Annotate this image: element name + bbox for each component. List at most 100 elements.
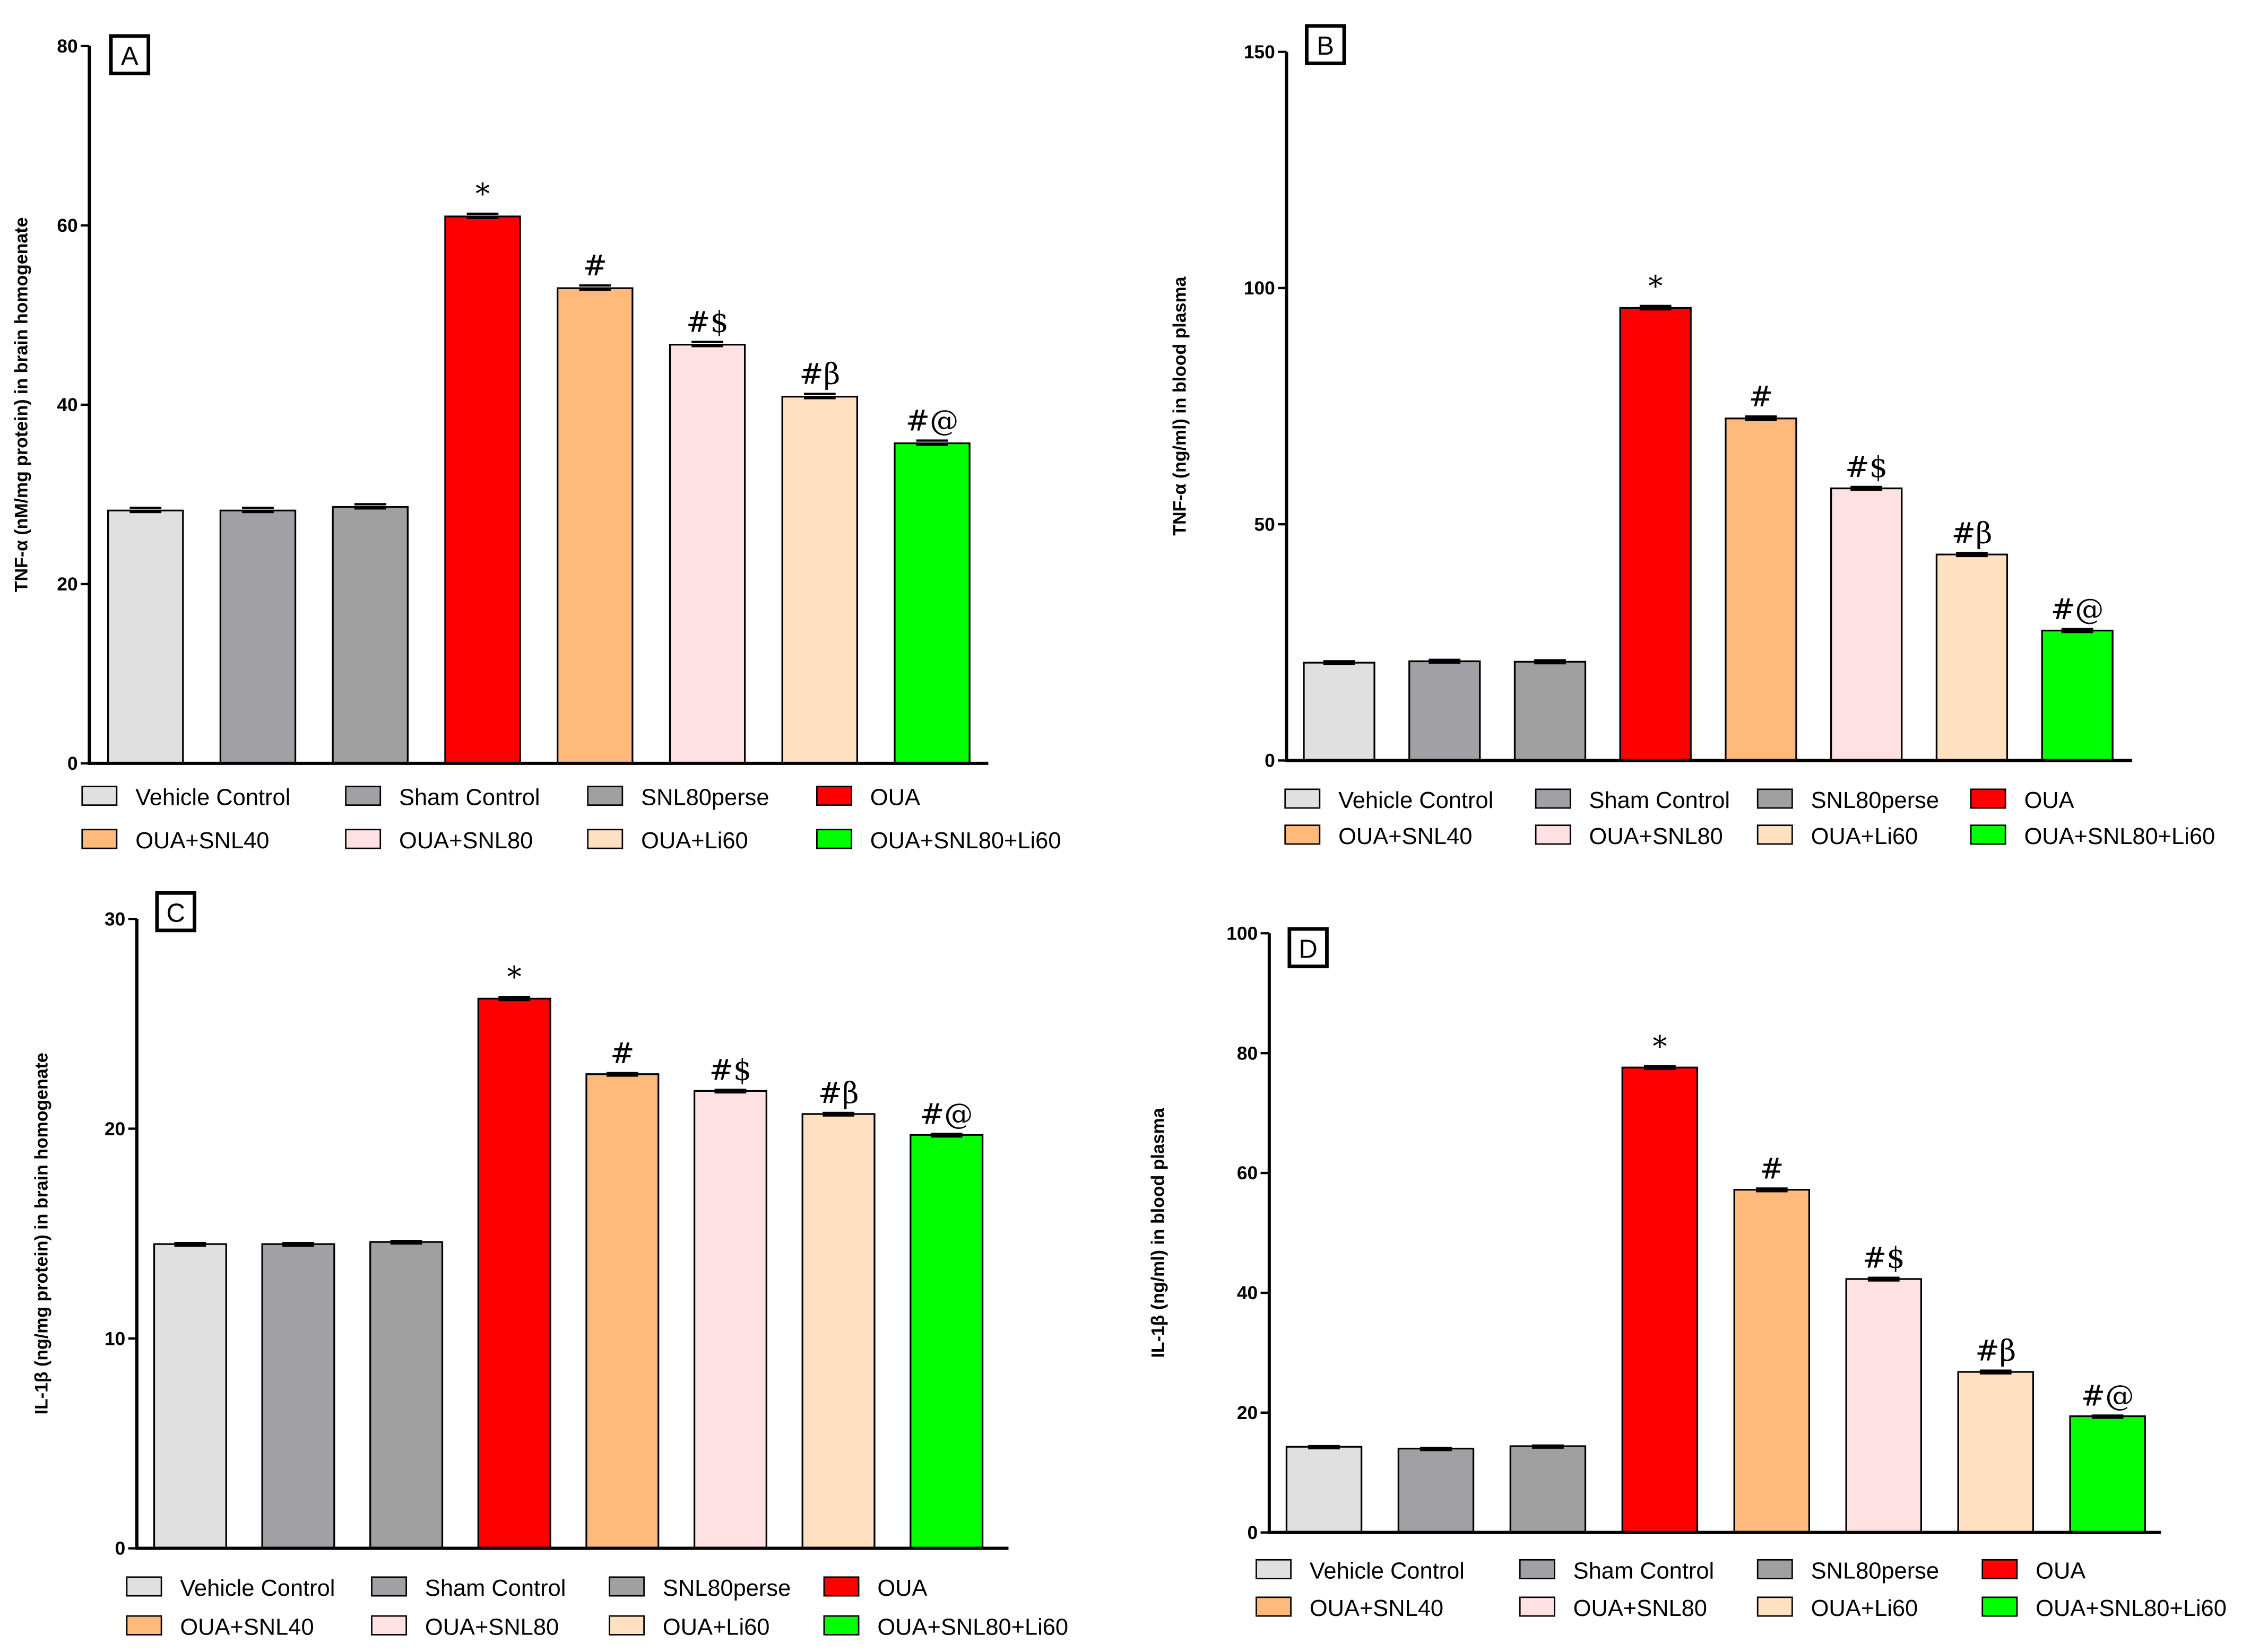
y-tick-label: 60 (1237, 1163, 1258, 1184)
legend-label: OUA+SNL80 (425, 1614, 559, 1640)
significance-label: * (507, 960, 522, 994)
legend-swatch (126, 1576, 162, 1597)
legend-swatch (1519, 1596, 1555, 1617)
chart-panel-b: * # #$ #β #@ 0 50 100 150 TNF-α (ng/ml) in blood … (1170, 24, 2215, 849)
y-tick-label: 10 (105, 1328, 125, 1349)
y-tick-label: 100 (1226, 923, 1258, 944)
legend-label: Sham Control (425, 1576, 566, 1601)
y-tick-label: 0 (1248, 1523, 1258, 1543)
legend-label: Sham Control (1589, 788, 1730, 813)
panel-label-box (109, 34, 151, 75)
significance-label: #β (799, 358, 840, 391)
y-tick-label: 150 (1244, 42, 1275, 63)
bar (801, 1113, 876, 1550)
y-tick-label: 0 (67, 753, 78, 774)
bar (910, 1134, 984, 1550)
y-tick-label: 20 (57, 574, 77, 595)
legend-label: OUA (2036, 1559, 2085, 1584)
legend-swatch (816, 829, 852, 849)
bar (894, 442, 971, 764)
bar (332, 506, 409, 764)
legend-swatch (1756, 824, 1793, 845)
legend-swatch (371, 1615, 407, 1636)
bar (1285, 1446, 1363, 1534)
legend-swatch (1519, 1559, 1555, 1579)
significance-label: #β (1951, 517, 1992, 550)
legend-label: SNL80perse (641, 785, 769, 811)
panel-label-box (1305, 24, 1346, 65)
bar (1845, 1278, 1922, 1534)
legend-swatch (609, 1576, 645, 1597)
bar (557, 287, 634, 764)
legend: Vehicle Control Sham Control SNL80perse OUA… (81, 785, 1061, 854)
legend-label: Vehicle Control (180, 1576, 335, 1601)
legend-label: OUA+SNL80 (1573, 1596, 1707, 1621)
bar (261, 1243, 335, 1550)
significance-label: * (1652, 1030, 1667, 1063)
significance-label: # (1749, 380, 1773, 413)
bar (1621, 1066, 1699, 1534)
legend-label: Sham Control (399, 785, 540, 811)
y-tick-label: 50 (1254, 514, 1275, 535)
legend-swatch (345, 785, 382, 806)
legend-swatch (1535, 824, 1571, 845)
significance-label: #β (818, 1076, 859, 1110)
y-tick-label: 80 (1237, 1043, 1258, 1064)
legend-label: OUA+SNL40 (1310, 1596, 1443, 1621)
panel-label: C (167, 899, 185, 928)
y-tick-label: 20 (105, 1119, 125, 1140)
legend-label: OUA+SNL40 (135, 828, 269, 854)
legend-label: OUA+Li60 (1811, 1596, 1918, 1621)
legend-swatch (609, 1615, 645, 1636)
bar (1830, 487, 1903, 762)
significance-label: #@ (906, 404, 959, 437)
significance-label: #$ (1845, 450, 1888, 484)
bar (585, 1073, 660, 1550)
bar (2041, 629, 2114, 762)
legend-swatch (1970, 788, 2006, 809)
significance-label: #$ (686, 306, 729, 339)
legend-label: OUA+SNL80+Li60 (877, 1614, 1068, 1640)
significance-label: * (475, 177, 490, 211)
legend-label: OUA+SNL40 (1338, 824, 1472, 849)
legend-label: OUA+SNL40 (180, 1614, 314, 1640)
significance-label: # (610, 1037, 634, 1070)
significance-label: # (1760, 1152, 1784, 1185)
bar (1509, 1445, 1587, 1534)
legend-swatch (823, 1615, 860, 1636)
legend-swatch (1981, 1559, 2018, 1579)
legend-swatch (1284, 824, 1321, 845)
legend: Vehicle Control Sham Control SNL80perse OUA… (126, 1576, 1068, 1640)
y-axis-label: TNF-α (nM/mg protein) in brain homogenat… (12, 217, 32, 592)
panel-label: D (1299, 935, 1318, 963)
panel-label-box (155, 891, 196, 933)
y-tick-label: 60 (57, 215, 77, 236)
bar (781, 396, 859, 764)
chart-panel-d: * # #$ #β #@ 0 20 40 60 80 100 IL-1β (ng/ml) in blo… (1148, 923, 2227, 1621)
significance-label: * (1648, 269, 1663, 303)
y-axis-label: IL-1β (ng/mg protein) in brain homogenat… (32, 1053, 52, 1414)
legend-swatch (81, 785, 118, 806)
legend-label: Vehicle Control (1310, 1559, 1465, 1584)
y-axis-label: TNF-α (ng/ml) in blood plasma (1170, 276, 1190, 535)
panel-label: A (121, 42, 139, 71)
significance-label: # (583, 249, 607, 282)
bar (369, 1241, 444, 1550)
bar (2069, 1415, 2146, 1534)
panel-label-box (1287, 927, 1329, 969)
significance-label: #β (1975, 1334, 2016, 1368)
significance-label: #@ (2081, 1379, 2134, 1412)
legend-label: OUA (2024, 788, 2074, 813)
y-tick-label: 40 (57, 395, 77, 415)
legend-label: Sham Control (1573, 1559, 1714, 1584)
significance-label: #$ (1863, 1241, 1905, 1275)
y-tick-label: 0 (115, 1538, 126, 1559)
y-tick-label: 20 (1237, 1403, 1258, 1423)
legend-label: OUA+SNL80+Li60 (2036, 1596, 2227, 1621)
legend: Vehicle Control Sham Control SNL80perse OUA… (1256, 1559, 2227, 1621)
bar (1935, 553, 2009, 762)
bar (1408, 660, 1481, 762)
legend: Vehicle Control Sham Control SNL80perse OUA… (1284, 788, 2215, 849)
legend-label: OUA+Li60 (663, 1614, 770, 1640)
